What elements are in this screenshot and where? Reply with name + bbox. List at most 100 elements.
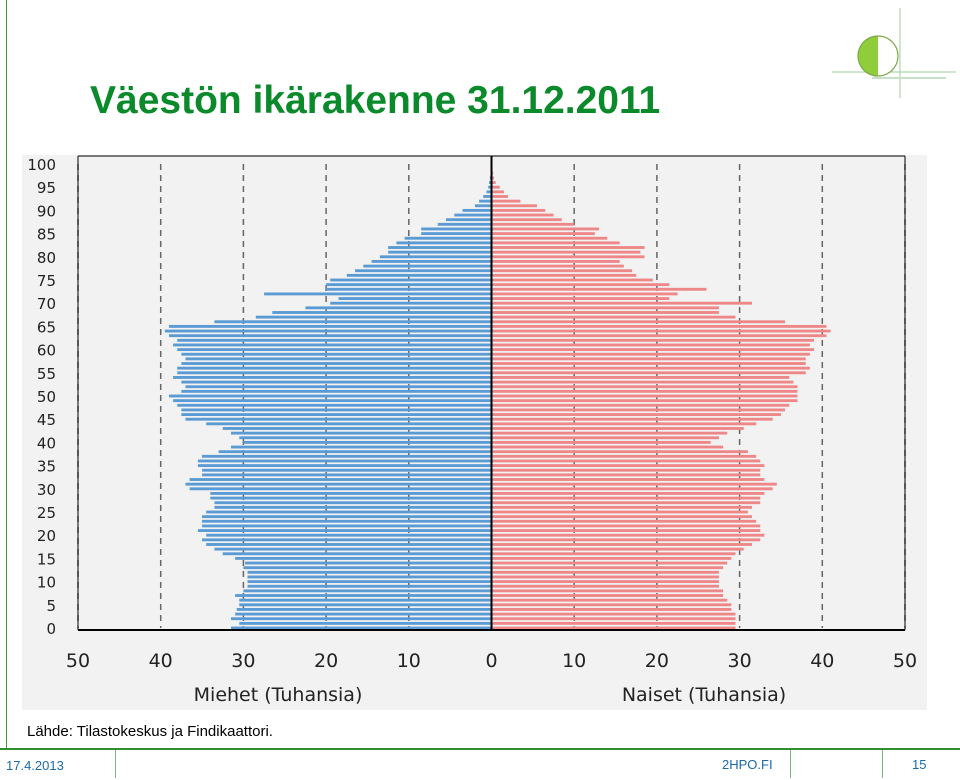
x-tick-label: 30 xyxy=(728,650,752,672)
bar-men xyxy=(264,292,492,296)
bar-men xyxy=(421,232,492,236)
bar-men xyxy=(243,566,492,570)
bar-men xyxy=(239,436,492,440)
bar-women xyxy=(491,468,761,472)
footer-date: 17.4.2013 xyxy=(6,758,64,773)
slide-title: Väestön ikärakenne 31.12.2011 xyxy=(90,79,661,122)
bar-men xyxy=(177,366,492,370)
bar-women xyxy=(491,306,719,310)
bar-women xyxy=(491,236,608,240)
page-number: 15 xyxy=(912,757,927,772)
footer-line xyxy=(0,748,960,750)
bar-men xyxy=(239,621,492,625)
bar-women xyxy=(491,454,757,458)
bar-women xyxy=(491,584,719,588)
bar-women xyxy=(491,385,798,389)
bar-women xyxy=(491,181,496,184)
bar-women xyxy=(491,185,500,189)
bar-women xyxy=(491,561,728,565)
bar-men xyxy=(437,222,492,226)
bar-women xyxy=(491,519,757,523)
bar-women xyxy=(491,436,719,440)
bar-men xyxy=(206,510,492,514)
x-tick-label: 10 xyxy=(562,650,586,672)
logo-icon xyxy=(832,8,956,98)
bar-men xyxy=(173,376,492,379)
bar-women xyxy=(491,394,798,398)
bar-women xyxy=(491,505,753,509)
bar-men xyxy=(181,352,492,356)
bar-men xyxy=(462,208,492,212)
bar-women xyxy=(491,213,554,217)
bar-women xyxy=(491,399,798,403)
y-tick-label: 30 xyxy=(37,481,56,499)
footer-divider xyxy=(790,750,791,778)
bar-women xyxy=(491,478,765,481)
bar-women xyxy=(491,440,711,444)
bar-women xyxy=(491,320,786,324)
y-tick-label: 0 xyxy=(46,620,56,638)
bar-men xyxy=(185,417,492,421)
bar-men xyxy=(181,413,492,416)
bar-men xyxy=(239,603,492,607)
bar-men xyxy=(214,505,492,509)
bar-women xyxy=(491,547,744,551)
bar-men xyxy=(272,311,492,314)
bar-men xyxy=(206,543,492,546)
bar-men xyxy=(245,561,492,565)
bar-women xyxy=(491,218,562,222)
bar-women xyxy=(491,575,719,579)
bar-men xyxy=(173,343,492,347)
bar-men xyxy=(181,408,492,412)
bar-women xyxy=(491,287,707,291)
bar-women xyxy=(491,543,753,546)
bar-men xyxy=(479,199,492,203)
bar-men xyxy=(396,241,492,245)
bar-men xyxy=(168,324,492,328)
x-tick-label: 20 xyxy=(645,650,669,672)
bar-women xyxy=(491,552,736,556)
bar-men xyxy=(230,445,492,449)
bar-women xyxy=(491,431,728,435)
bar-men xyxy=(489,181,492,184)
bar-men xyxy=(168,334,492,338)
bar-men xyxy=(202,519,492,523)
y-tick-label: 90 xyxy=(37,202,56,220)
bar-men xyxy=(330,278,492,282)
bar-men xyxy=(202,473,492,477)
bar-women xyxy=(491,621,736,625)
bar-women xyxy=(491,241,620,245)
bar-women xyxy=(491,487,773,491)
bar-men xyxy=(346,273,492,277)
bar-men xyxy=(181,362,492,365)
bar-men xyxy=(181,380,492,384)
bar-men xyxy=(326,283,492,287)
y-tick-label: 15 xyxy=(37,550,56,568)
y-tick-label: 55 xyxy=(37,365,56,383)
source-note: Lähde: Tilastokeskus ja Findikaattori. xyxy=(27,723,273,740)
bar-women xyxy=(491,269,633,273)
bar-women xyxy=(491,195,509,198)
bar-men xyxy=(214,501,492,505)
bar-men xyxy=(177,338,492,342)
x-tick-label: 20 xyxy=(314,650,338,672)
x-tick-label: 40 xyxy=(149,650,173,672)
bar-men xyxy=(454,213,492,217)
y-tick-label: 25 xyxy=(37,504,56,522)
bar-men xyxy=(168,394,492,398)
bar-women xyxy=(491,208,546,212)
bar-women xyxy=(491,292,678,296)
bar-women xyxy=(491,260,620,263)
bar-men xyxy=(185,482,492,486)
bar-men xyxy=(202,454,492,458)
bar-men xyxy=(247,580,492,584)
bar-women xyxy=(491,626,736,630)
bar-men xyxy=(239,598,492,602)
bar-women xyxy=(491,273,637,277)
y-tick-label: 35 xyxy=(37,458,56,476)
bar-women xyxy=(491,524,761,528)
bar-men xyxy=(210,492,492,495)
bar-women xyxy=(491,297,670,300)
x-tick-label: 30 xyxy=(231,650,255,672)
bar-men xyxy=(388,246,492,249)
